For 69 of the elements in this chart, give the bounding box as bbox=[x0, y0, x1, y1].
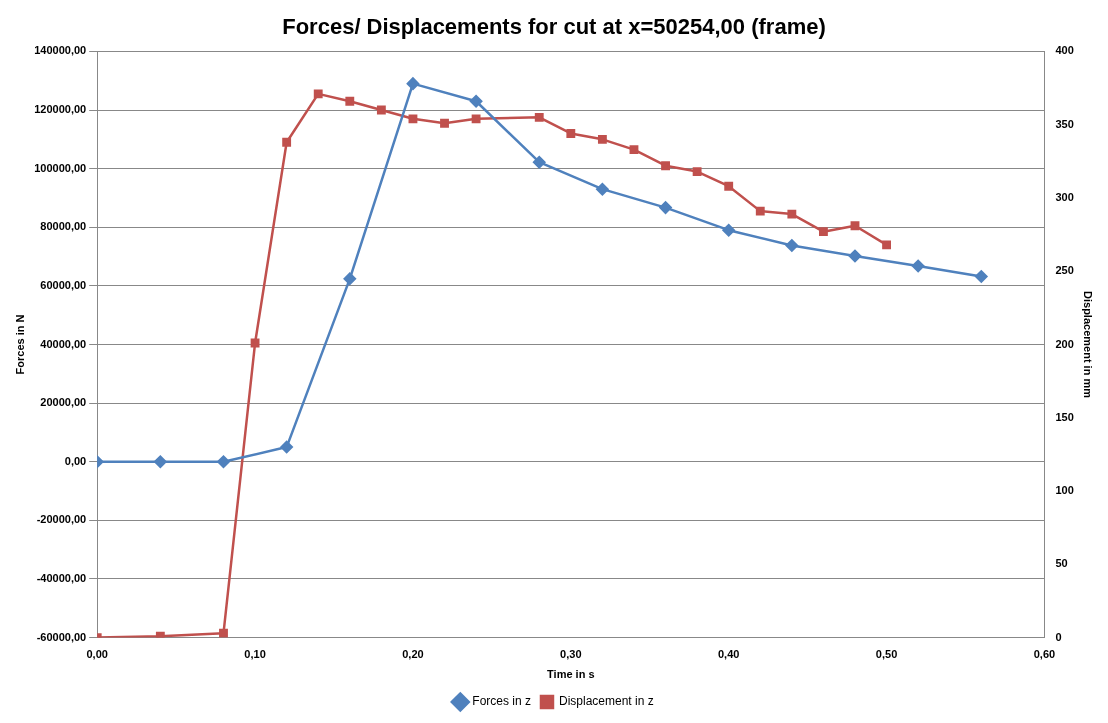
x-tick-label: 0,40 bbox=[717, 648, 740, 661]
point bbox=[313, 89, 323, 99]
y2-tick-label: 100 bbox=[1055, 484, 1074, 497]
y-tick-label: 100000,00 bbox=[34, 161, 87, 174]
y-tick-label: 80000,00 bbox=[40, 220, 87, 233]
x-tick-label: 0,20 bbox=[402, 648, 424, 661]
point bbox=[566, 129, 576, 138]
point bbox=[345, 96, 355, 106]
y2-tick-label: 150 bbox=[1055, 410, 1074, 423]
y2-tick-label: 200 bbox=[1055, 337, 1074, 350]
point bbox=[597, 134, 607, 144]
y-tick-label: -60000,00 bbox=[36, 630, 87, 643]
point bbox=[629, 145, 639, 155]
point bbox=[661, 161, 670, 171]
point bbox=[724, 181, 734, 191]
point bbox=[911, 259, 925, 273]
point bbox=[692, 167, 702, 176]
y-tick-label: 20000,00 bbox=[40, 396, 87, 409]
point bbox=[471, 114, 481, 124]
y2-tick-label: 300 bbox=[1055, 190, 1074, 203]
x-tick-label: 0,10 bbox=[244, 648, 266, 661]
y2-tick-label: 350 bbox=[1055, 117, 1074, 130]
point bbox=[343, 272, 357, 286]
point bbox=[440, 118, 449, 128]
y2-tick-label: 400 bbox=[1055, 44, 1074, 57]
x-tick-label: 0,00 bbox=[86, 648, 108, 661]
point bbox=[596, 182, 609, 196]
y2-tick-label: 50 bbox=[1055, 557, 1068, 570]
y-tick-label: 60000,00 bbox=[40, 278, 87, 291]
point bbox=[408, 114, 418, 124]
legend-label: Displacement in z bbox=[558, 694, 654, 709]
point bbox=[533, 155, 546, 169]
point bbox=[469, 94, 483, 108]
x-tick-label: 0,30 bbox=[560, 648, 582, 661]
point bbox=[376, 105, 386, 115]
y2-tick-label: 250 bbox=[1055, 264, 1074, 277]
point bbox=[787, 209, 797, 219]
y-tick-label: 0,00 bbox=[64, 454, 87, 467]
chart-title: Forces/ Displacements for cut at x=50254,00 (frame) bbox=[282, 14, 826, 40]
x-axis-title: Time in s bbox=[547, 668, 595, 681]
point bbox=[975, 270, 988, 283]
legend-label: Forces in z bbox=[472, 694, 531, 709]
point bbox=[848, 249, 862, 263]
y-tick-label: -40000,00 bbox=[36, 572, 87, 585]
point bbox=[250, 338, 260, 348]
point bbox=[155, 631, 165, 638]
point bbox=[217, 455, 230, 468]
point bbox=[755, 206, 765, 216]
point bbox=[219, 628, 228, 638]
y2-axis-title: Displacement in mm bbox=[1082, 291, 1095, 399]
point bbox=[722, 223, 735, 237]
point bbox=[282, 137, 292, 147]
point bbox=[406, 77, 420, 90]
y-tick-label: 120000,00 bbox=[34, 103, 87, 116]
point bbox=[882, 240, 891, 250]
point bbox=[818, 227, 828, 237]
y-tick-label: -20000,00 bbox=[36, 513, 87, 526]
point bbox=[154, 455, 167, 468]
x-tick-label: 0,50 bbox=[875, 648, 898, 661]
point bbox=[785, 239, 799, 252]
point bbox=[280, 440, 293, 454]
y-tick-label: 140000,00 bbox=[34, 44, 87, 57]
y-tick-label: 40000,00 bbox=[40, 337, 87, 350]
y2-tick-label: 0 bbox=[1055, 630, 1062, 643]
point bbox=[850, 221, 860, 231]
x-tick-label: 0,60 bbox=[1033, 648, 1056, 661]
point bbox=[534, 112, 544, 122]
point bbox=[659, 201, 672, 214]
y-axis-title: Forces in N bbox=[13, 314, 26, 375]
